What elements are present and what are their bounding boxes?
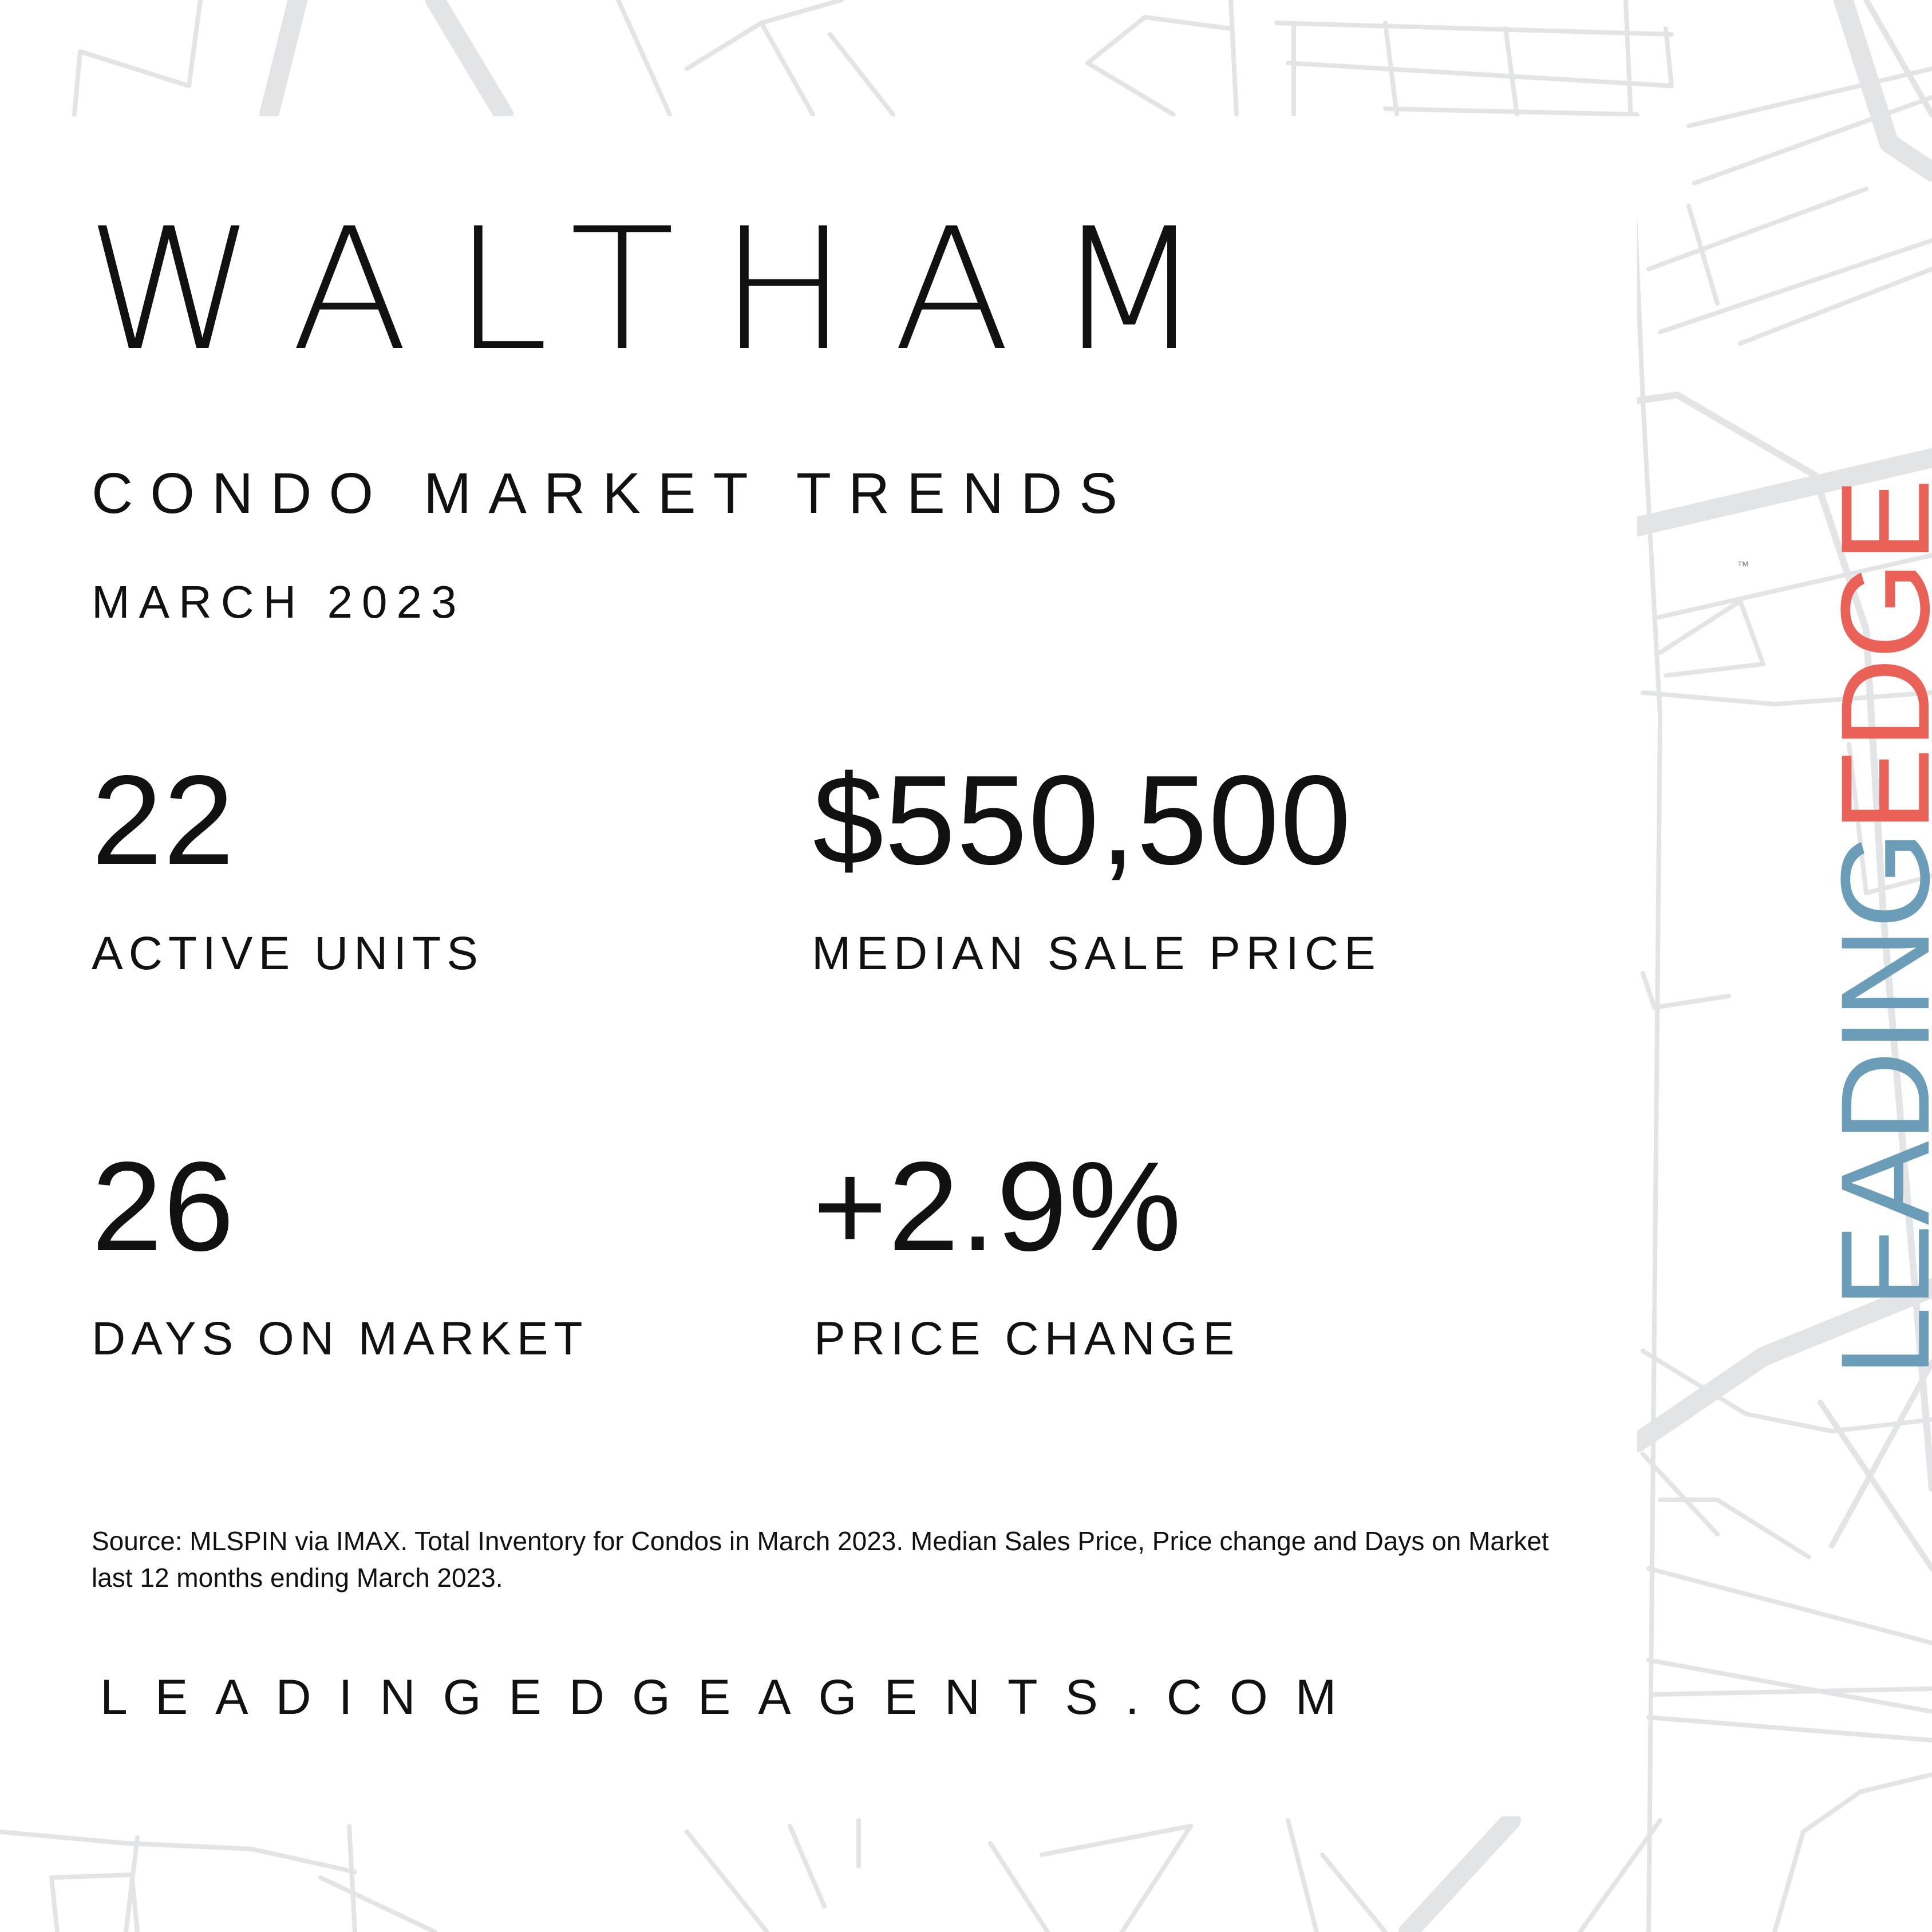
content-card xyxy=(74,116,1637,1816)
days-on-market-label: DAYS ON MARKET xyxy=(92,1313,588,1365)
website-url[interactable]: LEADINGEDGEAGENTS.COM xyxy=(100,1670,1364,1725)
active-units-value: 22 xyxy=(92,749,235,891)
report-subtitle: CONDO MARKET TRENDS xyxy=(92,461,1135,526)
logo-leading-text: LEADING xyxy=(1815,832,1932,1377)
leading-edge-logo: LEADINGEDGE xyxy=(1815,480,1932,1377)
active-units-label: ACTIVE UNITS xyxy=(92,927,484,979)
days-on-market-value: 26 xyxy=(92,1136,235,1278)
price-change-value: +2.9% xyxy=(813,1136,1183,1278)
price-change-label: PRICE CHANGE xyxy=(814,1313,1240,1365)
median-sale-price-label: MEDIAN SALE PRICE xyxy=(812,927,1381,979)
city-title: WALTHAM xyxy=(86,192,1249,388)
report-date: MARCH 2023 xyxy=(92,576,466,627)
source-note: Source: MLSPIN via IMAX. Total Inventory… xyxy=(92,1526,1549,1593)
logo-trademark: ™ xyxy=(1737,559,1749,573)
logo-edge-text: EDGE xyxy=(1815,479,1932,832)
median-sale-price-value: $550,500 xyxy=(813,749,1352,891)
